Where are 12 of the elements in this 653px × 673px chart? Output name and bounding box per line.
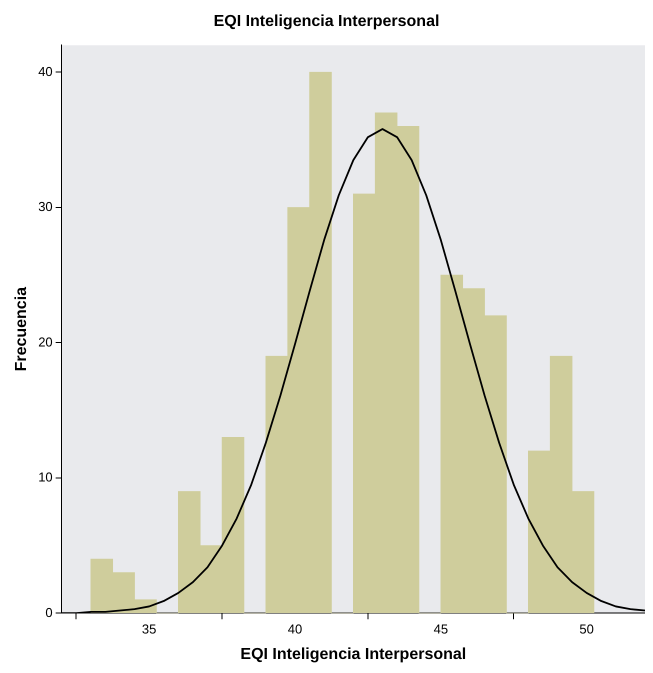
x-tick-label: 40 bbox=[288, 622, 302, 637]
x-tick-label: 35 bbox=[142, 622, 156, 637]
y-tick-label: 20 bbox=[38, 334, 53, 350]
y-axis-title: Frecuencia bbox=[13, 286, 30, 372]
x-axis-title: EQI Inteligencia Interpersonal bbox=[240, 646, 466, 663]
y-tick-label: 10 bbox=[38, 470, 53, 485]
x-tick-label: 50 bbox=[579, 622, 594, 637]
y-tick-label: 30 bbox=[38, 199, 53, 214]
y-tick-label: 40 bbox=[38, 64, 53, 79]
chart-title: EQI Inteligencia Interpersonal bbox=[214, 13, 440, 30]
x-tick-label: 45 bbox=[434, 622, 448, 637]
y-tick-label: 0 bbox=[45, 604, 53, 620]
